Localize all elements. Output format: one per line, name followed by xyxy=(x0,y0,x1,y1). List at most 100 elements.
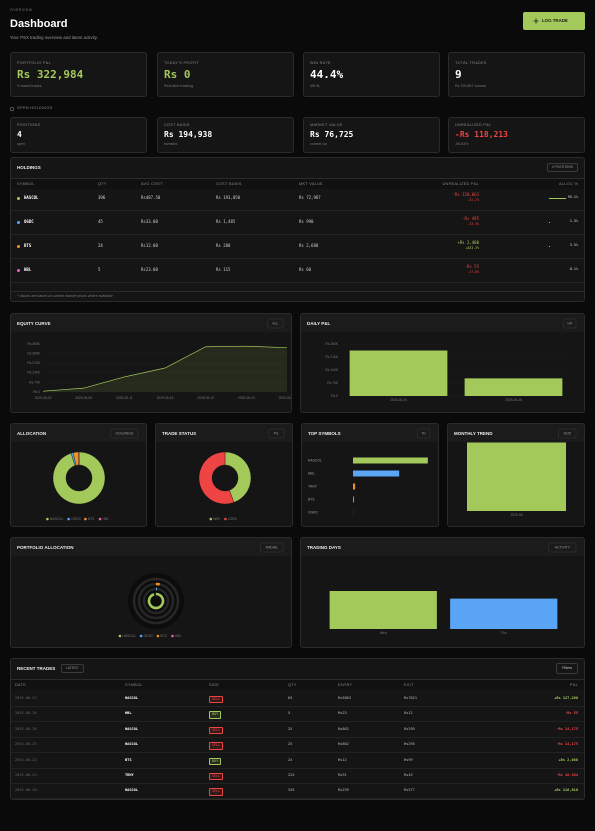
cell: Rs862 xyxy=(338,742,349,747)
chart-panel: TRADING DAYS ACTIVITY Wed Thu xyxy=(300,537,585,648)
chart-title: TRADING DAYS xyxy=(307,545,341,550)
chart-badge: HOLDINGS xyxy=(116,432,134,436)
cell: Rs23.00 xyxy=(141,267,158,272)
x-tick-label: 2025-06-26 xyxy=(505,398,522,402)
legend-swatch xyxy=(67,517,70,521)
column-header: P&L xyxy=(569,683,578,687)
row-divider xyxy=(11,736,584,738)
chart-header xyxy=(301,314,584,332)
badge-frame[interactable] xyxy=(416,428,431,439)
row-divider xyxy=(11,706,584,707)
section-label: OPEN HOLDINGS xyxy=(17,106,53,110)
side-badge: SELL xyxy=(209,696,224,704)
cell: +Rs 127,260 xyxy=(554,696,578,700)
cell: 24 xyxy=(98,243,103,248)
side: SELL xyxy=(212,743,221,748)
stat-label: TODAY'S PROFIT xyxy=(164,61,200,65)
bar xyxy=(349,350,448,396)
positions-badge[interactable]: 4 POSITIONS xyxy=(546,163,578,173)
cell: Rs295 xyxy=(404,726,415,731)
header-row xyxy=(11,680,584,690)
column-header: ENTRY xyxy=(338,683,353,687)
panel-title: RECENT TRADES xyxy=(17,666,56,671)
x-tick-label: 2025-06 xyxy=(510,513,522,517)
unrealized-pnl: -Rs 495 xyxy=(462,216,479,221)
log-trade-button[interactable]: LOG TRADE xyxy=(523,12,585,30)
cell: Rs23 xyxy=(338,711,347,716)
cell: -Rs 14,175 xyxy=(556,742,578,747)
stat-label: UNREALIZED P&L xyxy=(455,123,492,127)
stat-value: Rs 76,725 xyxy=(310,130,354,139)
column-header: SYMBOL xyxy=(17,182,35,186)
row-divider xyxy=(11,752,584,754)
side: SELL xyxy=(212,697,221,701)
chart-header xyxy=(156,424,292,442)
cell: 2025-06-27 xyxy=(15,696,37,700)
row-divider xyxy=(11,721,584,723)
legend-swatch xyxy=(98,517,102,521)
cell: Rs487.50 xyxy=(141,195,161,200)
eyebrow: OVERVIEW xyxy=(10,8,33,12)
table-note: * Values are based on current market pri… xyxy=(17,294,113,298)
cell: Rs91 xyxy=(338,773,347,777)
filters-button[interactable]: Filters xyxy=(556,663,578,674)
legend-swatch xyxy=(118,634,122,638)
cell: Rs 72,987 xyxy=(299,195,321,200)
stat-value: 4 xyxy=(17,130,22,139)
stat-label: POSITIONS xyxy=(17,123,41,127)
chart-header xyxy=(448,424,584,442)
badge-frame[interactable] xyxy=(260,542,284,553)
column-header: COST BASIS xyxy=(216,182,242,186)
x-tick-label: 2025-06-16 xyxy=(157,396,174,400)
donut-slice xyxy=(52,451,106,505)
stat-value: Rs 322,984 xyxy=(17,68,84,81)
badge-label: 4 POSITIONS xyxy=(551,165,573,169)
column-header: ALLOC % xyxy=(559,182,578,186)
side: SELL xyxy=(212,774,221,778)
cell: 25 xyxy=(288,726,293,731)
stat-note: 9 closed trades xyxy=(17,84,42,88)
cell: HASCOL xyxy=(125,696,138,700)
page-title: Dashboard xyxy=(10,18,68,30)
chart-title: EQUITY CURVE xyxy=(17,321,51,326)
symbol-dot xyxy=(17,197,20,200)
cell: Rs33.00 xyxy=(141,219,158,224)
stat-card: COST BASIS Rs 194,938 invested xyxy=(157,117,294,153)
page-subtitle: Your PSX trading overview and latest act… xyxy=(10,35,98,40)
cell: TRHY xyxy=(125,773,134,777)
row-divider xyxy=(11,210,584,211)
y-tick-label: Rs 0 xyxy=(331,394,338,398)
alloc-bar xyxy=(549,245,550,247)
x-tick-label: 2025-06-06 xyxy=(75,396,92,400)
badge-frame[interactable] xyxy=(548,542,577,553)
latest-badge: LATEST xyxy=(61,664,84,674)
cell: 396 xyxy=(98,195,106,200)
symbol: BTS xyxy=(24,243,32,248)
column-header: UNREALIZED P&L xyxy=(442,182,479,186)
cell: 5 xyxy=(288,711,291,716)
alloc-pct: 0.1% xyxy=(569,267,578,271)
column-header: QTY xyxy=(288,683,297,687)
chart-title: MONTHLY TREND xyxy=(454,431,493,436)
chart-title: TRADE STATUS xyxy=(162,431,196,436)
badge-frame[interactable] xyxy=(268,428,285,439)
stat-value: Rs 194,938 xyxy=(164,130,213,139)
bar xyxy=(467,442,566,511)
stat-note: -60.64% xyxy=(455,142,469,146)
badge-frame[interactable] xyxy=(562,318,577,329)
chart-header xyxy=(11,424,146,442)
cell: -Rs 55 xyxy=(565,711,578,716)
chart-title: DAILY P&L xyxy=(307,321,331,326)
badge-frame[interactable] xyxy=(267,318,284,329)
stat-note: current val xyxy=(310,142,327,146)
stat-value: 9 xyxy=(455,68,462,81)
legend-label: HBL xyxy=(175,634,182,638)
badge-frame[interactable] xyxy=(558,428,577,439)
divider xyxy=(11,679,584,680)
x-tick-label: 2025-06-19 xyxy=(197,396,214,400)
bar xyxy=(353,470,400,477)
chart-header xyxy=(11,314,291,332)
badge-frame[interactable] xyxy=(110,428,139,439)
symbol: HASCOL xyxy=(24,195,39,200)
chart-panel: TOP SYMBOLS 7D HASCOL HBL TRHY BTS OGDC xyxy=(301,423,439,527)
